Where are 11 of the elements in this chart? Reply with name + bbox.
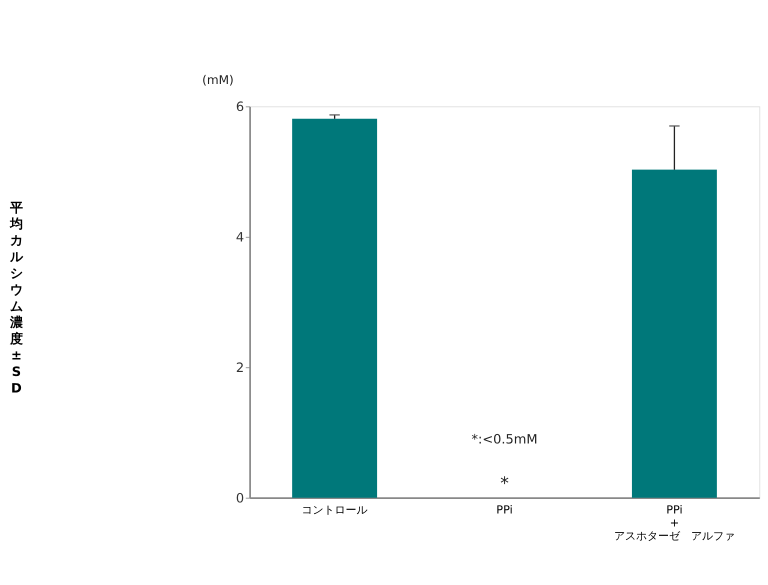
x-tick-label: PPi <box>496 504 513 517</box>
text: 平均カルシウム濃度±SD <box>10 200 23 396</box>
annotation: * <box>500 474 510 494</box>
y-tick-label: 2 <box>236 361 244 376</box>
y-tick-label: 0 <box>236 491 244 506</box>
y-tick-label: 4 <box>236 230 244 246</box>
x-tick-label: PPi + アスホターゼ アルファ <box>614 504 735 543</box>
y-tick-label: 6 <box>236 100 244 116</box>
annotation: *:<0.5mM <box>472 432 538 448</box>
x-tick-label: コントロール <box>302 504 368 517</box>
text: (mM) <box>202 72 234 87</box>
